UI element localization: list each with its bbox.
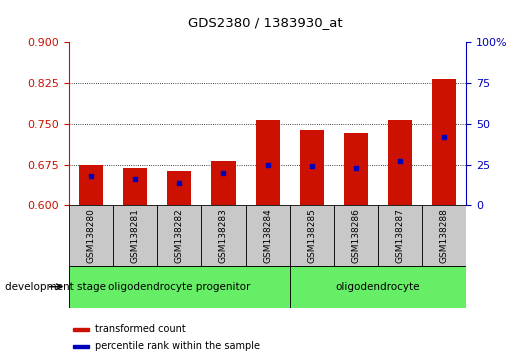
Bar (245, 205, 290, 266)
Bar (388, 120, 412, 205)
Text: oligodendrocyte progenitor: oligodendrocyte progenitor (108, 282, 251, 292)
Bar (157, 205, 201, 266)
Text: GSM138288: GSM138288 (440, 208, 449, 263)
Text: GSM138281: GSM138281 (131, 208, 139, 263)
Text: GSM138280: GSM138280 (86, 208, 95, 263)
Text: GSM138284: GSM138284 (263, 208, 272, 263)
Bar (113, 205, 157, 266)
Bar (73, 344, 89, 348)
Bar (201, 205, 245, 266)
Text: GSM138285: GSM138285 (307, 208, 316, 263)
Text: transformed count: transformed count (95, 324, 186, 333)
Bar (73, 327, 89, 331)
Bar (123, 169, 147, 205)
Bar (211, 161, 236, 205)
Bar (69, 266, 290, 308)
Bar (344, 133, 368, 205)
Bar (290, 205, 334, 266)
Bar (432, 79, 456, 205)
Bar (290, 266, 466, 308)
Bar (334, 205, 378, 266)
Bar (69, 205, 113, 266)
Bar (299, 130, 324, 205)
Text: percentile rank within the sample: percentile rank within the sample (95, 341, 260, 350)
Text: development stage: development stage (5, 282, 107, 292)
Text: GSM138287: GSM138287 (396, 208, 404, 263)
Bar (255, 120, 280, 205)
Text: GSM138283: GSM138283 (219, 208, 228, 263)
Text: GSM138286: GSM138286 (351, 208, 360, 263)
Bar (378, 205, 422, 266)
Text: oligodendrocyte: oligodendrocyte (336, 282, 420, 292)
Bar (79, 165, 103, 205)
Text: GSM138282: GSM138282 (175, 208, 184, 263)
Bar (422, 205, 466, 266)
Text: GDS2380 / 1383930_at: GDS2380 / 1383930_at (188, 16, 342, 29)
Bar (167, 171, 191, 205)
